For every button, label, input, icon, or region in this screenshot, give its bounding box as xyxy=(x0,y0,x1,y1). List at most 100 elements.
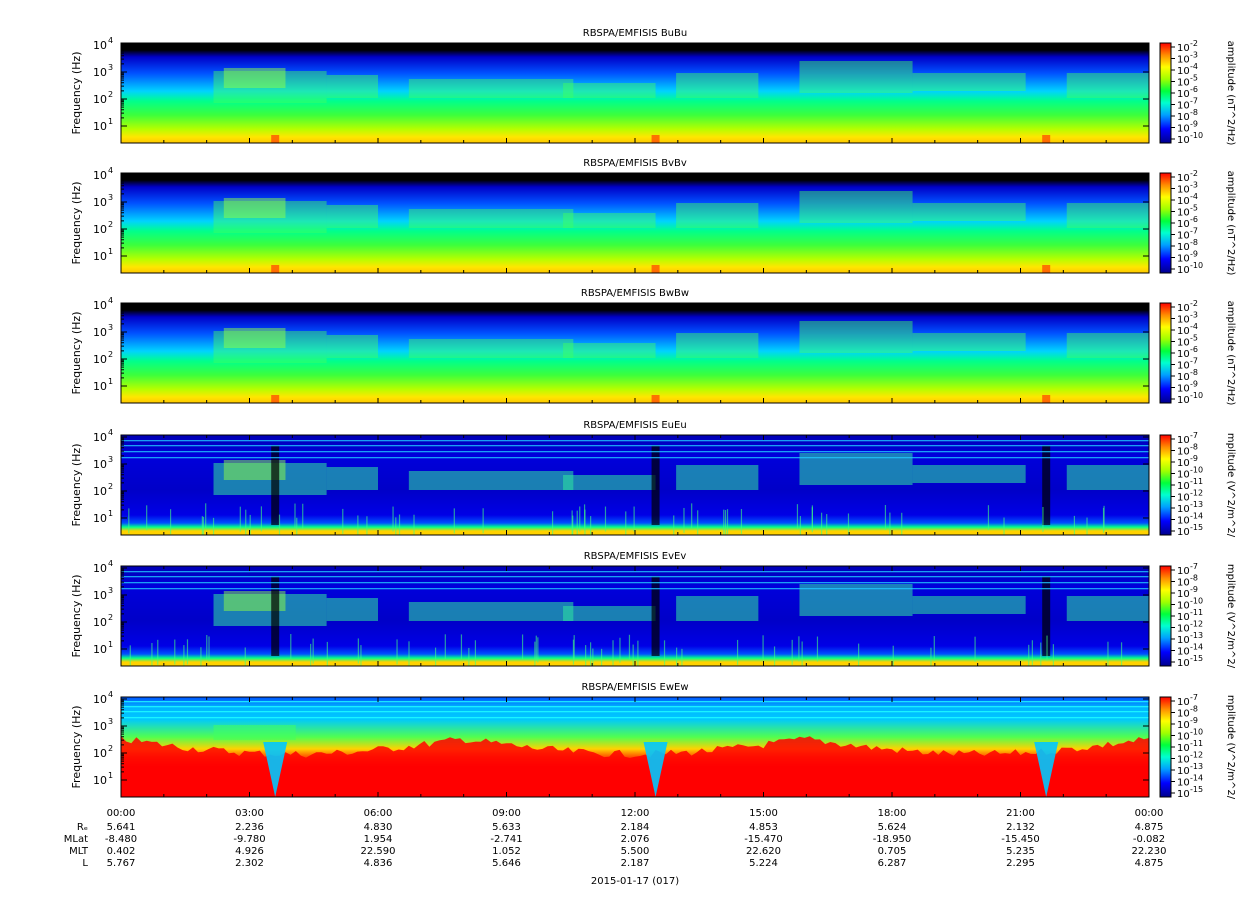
colorbar-tick-label: 10 xyxy=(1177,66,1190,77)
x-tick-label: 18:00 xyxy=(878,808,907,819)
y-tick-label: 10 xyxy=(93,120,107,133)
orbit-value: 5.641 xyxy=(107,822,136,833)
colorbar-tick-exponent: -10 xyxy=(1190,131,1203,140)
colorbar-tick-exponent: -11 xyxy=(1190,739,1203,748)
y-tick-exponent: 3 xyxy=(108,323,113,332)
colorbar-tick-exponent: -6 xyxy=(1190,85,1198,94)
orbit-value: 4.853 xyxy=(749,822,778,833)
colorbar-tick-exponent: -9 xyxy=(1190,716,1198,725)
orbit-value: 5.767 xyxy=(107,858,136,869)
orbit-value: 5.500 xyxy=(621,846,650,857)
spectrogram-features xyxy=(121,440,1149,535)
colorbar-tick-exponent: -8 xyxy=(1190,238,1198,247)
y-tick-exponent: 4 xyxy=(108,690,113,699)
spectrogram-features xyxy=(213,191,1149,273)
orbit-value: -18.950 xyxy=(873,834,912,845)
orbit-value: 0.402 xyxy=(107,846,136,857)
y-tick-label: 10 xyxy=(93,169,107,182)
colorbar-tick-label: 10 xyxy=(1177,566,1190,577)
colorbar-tick-label: 10 xyxy=(1177,778,1190,789)
colorbar-tick-label: 10 xyxy=(1177,755,1190,766)
y-tick-label: 10 xyxy=(93,747,107,760)
colorbar-tick-label: 10 xyxy=(1177,55,1190,66)
y-tick-label: 10 xyxy=(93,223,107,236)
colorbar-tick-exponent: -13 xyxy=(1190,631,1203,640)
y-tick-exponent: 2 xyxy=(108,350,113,359)
orbit-value: 2.236 xyxy=(235,822,264,833)
y-tick-exponent: 2 xyxy=(108,90,113,99)
colorbar-tick-exponent: -8 xyxy=(1190,443,1198,452)
colorbar-tick-label: 10 xyxy=(1177,89,1190,100)
colorbar-tick-label: 10 xyxy=(1177,766,1190,777)
colorbar-tick-exponent: -15 xyxy=(1190,785,1203,794)
colorbar-label: amplitude (nT^2/Hz) xyxy=(1225,171,1236,276)
colorbar-tick-exponent: -12 xyxy=(1190,620,1203,629)
panel-title: RBSPA/EMFISIS EuEu xyxy=(583,420,686,431)
colorbar-tick-exponent: -3 xyxy=(1190,311,1198,320)
colorbar-tick-exponent: -9 xyxy=(1190,454,1198,463)
y-tick-exponent: 1 xyxy=(108,247,113,256)
colorbar-tick-exponent: -14 xyxy=(1190,774,1203,783)
colorbar-tick-exponent: -15 xyxy=(1190,523,1203,532)
y-tick-label: 10 xyxy=(93,774,107,787)
colorbar-gradient xyxy=(1159,302,1172,404)
colorbar-tick-label: 10 xyxy=(1177,349,1190,360)
orbit-value: 6.287 xyxy=(878,858,907,869)
colorbar-tick-label: 10 xyxy=(1177,219,1190,230)
colorbar-label: amplitude (nT^2/Hz) xyxy=(1225,301,1236,406)
y-tick-label: 10 xyxy=(93,93,107,106)
colorbar-tick-label: 10 xyxy=(1177,303,1190,314)
y-tick-label: 10 xyxy=(93,326,107,339)
colorbar-tick-label: 10 xyxy=(1177,470,1190,481)
colorbar-label: mplitude (V^2/m^2/ xyxy=(1225,433,1236,538)
colorbar-tick-label: 10 xyxy=(1177,504,1190,515)
orbit-row-label: L xyxy=(82,858,88,869)
colorbar-tick-exponent: -8 xyxy=(1190,705,1198,714)
colorbar-tick-label: 10 xyxy=(1177,101,1190,112)
orbit-value: 0.705 xyxy=(878,846,907,857)
colorbar-tick-exponent: -10 xyxy=(1190,391,1203,400)
y-tick-exponent: 2 xyxy=(108,744,113,753)
colorbar-tick-label: 10 xyxy=(1177,481,1190,492)
x-tick-label: 09:00 xyxy=(492,808,521,819)
colorbar-tick-label: 10 xyxy=(1177,493,1190,504)
colorbar-tick-exponent: -9 xyxy=(1190,120,1198,129)
y-axis-label: Frequency (Hz) xyxy=(70,52,83,135)
y-tick-exponent: 4 xyxy=(108,428,113,437)
colorbar-label: mplitude (V^2/m^2/ xyxy=(1225,564,1236,669)
colorbar-label: mplitude (V^2/m^2/ xyxy=(1225,695,1236,800)
colorbar-tick-exponent: -2 xyxy=(1190,299,1198,308)
orbit-value: 1.052 xyxy=(492,846,521,857)
colorbar-tick-label: 10 xyxy=(1177,527,1190,538)
x-tick-label: 12:00 xyxy=(621,808,650,819)
y-tick-label: 10 xyxy=(93,39,107,52)
colorbar-tick-label: 10 xyxy=(1177,265,1190,276)
colorbar-tick-exponent: -14 xyxy=(1190,512,1203,521)
orbit-value: 4.875 xyxy=(1135,822,1164,833)
orbit-value: 22.620 xyxy=(746,846,781,857)
y-tick-label: 10 xyxy=(93,512,107,525)
orbit-value: 2.187 xyxy=(621,858,650,869)
panel-title: RBSPA/EMFISIS BwBw xyxy=(581,288,689,299)
x-tick-label: 00:00 xyxy=(107,808,136,819)
colorbar-tick-exponent: -9 xyxy=(1190,585,1198,594)
orbit-value: 4.830 xyxy=(364,822,393,833)
colorbar-tick-exponent: -7 xyxy=(1190,431,1198,440)
y-tick-exponent: 3 xyxy=(108,193,113,202)
colorbar-tick-label: 10 xyxy=(1177,43,1190,54)
colorbar-tick-exponent: -6 xyxy=(1190,345,1198,354)
y-tick-exponent: 4 xyxy=(108,166,113,175)
orbit-value: -15.470 xyxy=(744,834,783,845)
y-tick-label: 10 xyxy=(93,720,107,733)
y-tick-label: 10 xyxy=(93,66,107,79)
colorbar-tick-exponent: -10 xyxy=(1190,597,1203,606)
x-tick-label: 00:00 xyxy=(1135,808,1164,819)
y-tick-exponent: 3 xyxy=(108,586,113,595)
panel-title: RBSPA/EMFISIS EvEv xyxy=(584,551,687,562)
orbit-value: 4.836 xyxy=(364,858,393,869)
colorbar-tick-exponent: -9 xyxy=(1190,380,1198,389)
y-tick-label: 10 xyxy=(93,380,107,393)
